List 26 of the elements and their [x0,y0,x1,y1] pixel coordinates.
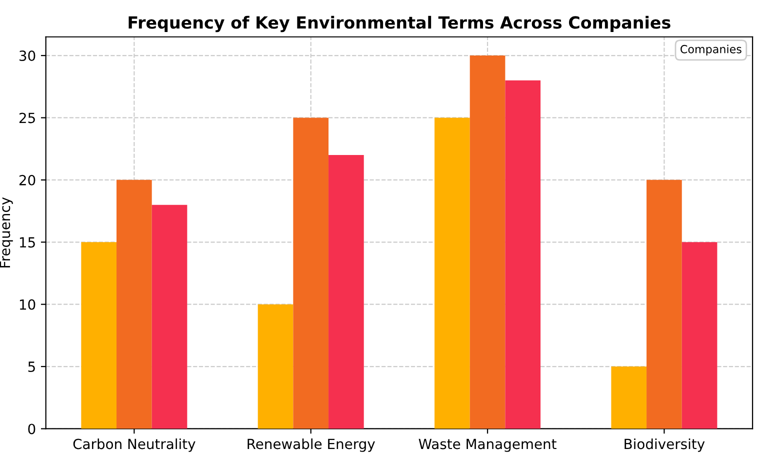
y-tick-label: 25 [19,112,35,124]
y-tick-label: 15 [20,237,35,248]
x-tick-label: Biodiversity [624,438,705,452]
y-tick-label: 5 [28,362,35,372]
y-tick-label: 20 [19,174,36,186]
bar [152,204,188,429]
x-tick-label: Waste Management [418,438,556,452]
y-tick-label: 0 [28,424,36,434]
x-tick-label: Carbon Neutrality [73,438,196,452]
bar [682,242,718,429]
bar [116,180,152,429]
bar [646,180,682,429]
bar [505,80,541,429]
bar [470,56,506,429]
y-tick-label: 10 [20,299,36,310]
y-tick-label: 30 [20,50,36,62]
bar [81,242,117,429]
chart-title: Frequency of Key Environmental Terms Across Companies [128,16,670,32]
y-axis-title: Frequency [0,197,13,268]
bar [611,366,647,429]
legend-title: Companies [680,44,742,56]
x-tick-label: Renewable Energy [248,438,375,452]
bar [293,118,329,429]
bar [258,304,294,429]
bar [328,155,364,429]
bar [434,118,470,429]
